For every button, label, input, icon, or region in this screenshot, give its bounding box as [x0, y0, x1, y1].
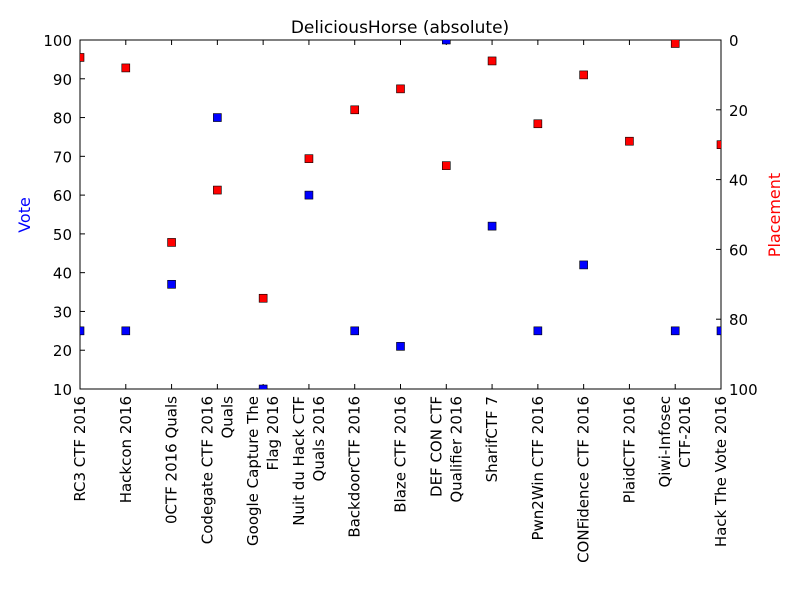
placement-point: [670, 40, 680, 48]
y-axis-label-vote: Vote: [15, 197, 34, 233]
x-tick-label: Google Capture The: [244, 396, 262, 546]
x-tick-label: Blaze CTF 2016: [392, 396, 410, 513]
placement-point: [121, 63, 131, 73]
left-tick-label: 80: [53, 110, 72, 128]
vote-point: [487, 221, 497, 231]
y-axis-label-placement: Placement: [765, 173, 784, 257]
chart-title: DeliciousHorse (absolute): [291, 18, 509, 38]
plot-area: 10 20 30 40 50 60 70 80 90 100 0 20 40 60 80 100 RC3 CTF…: [43, 32, 757, 563]
placement-point: [579, 70, 588, 80]
placement-point: [487, 56, 497, 66]
left-tick-label: 70: [53, 148, 72, 166]
placement-point: [625, 136, 634, 146]
vote-point: [258, 384, 268, 389]
vote-point: [716, 326, 721, 336]
vote-point: [670, 326, 680, 336]
x-tick-label: Quals: [218, 396, 236, 439]
vote-point: [533, 326, 543, 336]
placement-point: [213, 185, 222, 195]
x-tick-label: BackdoorCTF 2016: [346, 396, 364, 538]
right-tick-label: 0: [729, 32, 739, 50]
placement-point: [80, 53, 85, 62]
left-tick-label: 50: [53, 226, 72, 244]
right-tick-label: 60: [729, 241, 748, 259]
x-tick-label: Nuit du Hack CTF: [290, 396, 308, 526]
x-tick-label: Hackcon 2016: [117, 396, 135, 503]
vote-point: [167, 279, 176, 289]
left-tick-label: 30: [53, 303, 72, 321]
vote-point: [304, 190, 314, 200]
x-tick-label: RC3 CTF 2016: [71, 396, 89, 502]
right-tick-label: 80: [729, 311, 748, 329]
x-tick-label: Flag 2016: [264, 396, 282, 470]
left-tick-label: 60: [53, 187, 72, 205]
x-tick-label: Quals 2016: [310, 396, 328, 481]
x-tick-label: 0CTF 2016 Quals: [163, 396, 181, 524]
left-tick-label: 10: [53, 381, 72, 399]
vote-point: [396, 342, 405, 351]
x-tick-label: Pwn2Win CTF 2016: [529, 396, 547, 541]
placement-point: [304, 154, 314, 163]
right-tick-label: 40: [729, 172, 748, 190]
x-tick-label: Codegate CTF 2016: [198, 396, 216, 544]
vote-point: [350, 326, 360, 336]
x-tick-label: Hack The Vote 2016: [712, 396, 730, 547]
vote-point: [441, 40, 451, 45]
vote-point: [80, 326, 85, 336]
x-tick-label: Qualifier 2016: [447, 396, 465, 503]
placement-point: [396, 84, 405, 94]
placement-point: [350, 105, 360, 115]
vote-point: [121, 326, 131, 336]
vote-point: [579, 260, 588, 270]
placement-point: [441, 161, 451, 170]
placement-point: [167, 238, 176, 247]
x-tick-label: Qiwi-Infosec: [656, 396, 674, 488]
left-tick-label: 40: [53, 265, 72, 283]
placement-point: [716, 140, 721, 149]
left-tick-label: 20: [53, 342, 72, 360]
vote-point: [213, 113, 222, 122]
placement-point: [258, 293, 268, 303]
x-tick-label: PlaidCTF 2016: [620, 396, 638, 503]
right-tick-label: 100: [729, 381, 758, 399]
left-tick-label: 100: [43, 32, 72, 50]
x-tick-label: SharifCTF 7: [483, 396, 501, 482]
x-tick-label: CTF-2016: [676, 396, 694, 468]
right-tick-label: 20: [729, 102, 748, 120]
x-tick-label: DEF CON CTF: [427, 396, 445, 497]
x-tick-label: CONFidence CTF 2016: [575, 396, 593, 563]
left-tick-label: 90: [53, 71, 72, 89]
placement-point: [533, 119, 543, 129]
